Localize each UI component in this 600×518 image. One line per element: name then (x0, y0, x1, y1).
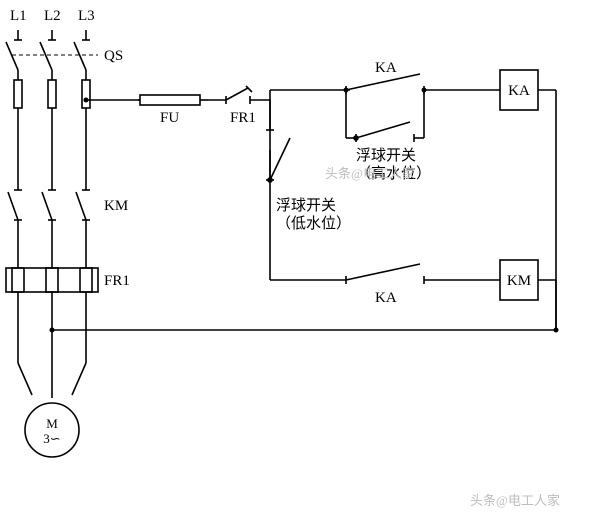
watermark-footer: 头条@电工人家 (470, 493, 560, 508)
label-ka-contact: KA (375, 60, 397, 76)
label-fu: FU (160, 110, 179, 126)
label-ka-contact-2: KA (375, 290, 397, 306)
label-km-main: KM (104, 198, 128, 214)
label-l2: L2 (44, 8, 61, 24)
label-motor-3s: 3∽ (43, 431, 60, 446)
label-l1: L1 (10, 8, 27, 24)
label-ka-coil: KA (508, 83, 530, 99)
label-l3: L3 (78, 8, 95, 24)
label-fr1-contact: FR1 (230, 110, 256, 126)
label-motor-m: M (46, 416, 58, 431)
label-float-low-1: 浮球开关 (276, 197, 336, 214)
label-float-low-2: （低水位） (276, 215, 351, 232)
watermark-inline: 头条@电工人家 (325, 166, 415, 181)
label-float-high-1: 浮球开关 (356, 147, 416, 164)
label-km-coil: KM (507, 273, 531, 289)
label-qs: QS (104, 48, 123, 64)
label-fr1-heater: FR1 (104, 273, 130, 289)
